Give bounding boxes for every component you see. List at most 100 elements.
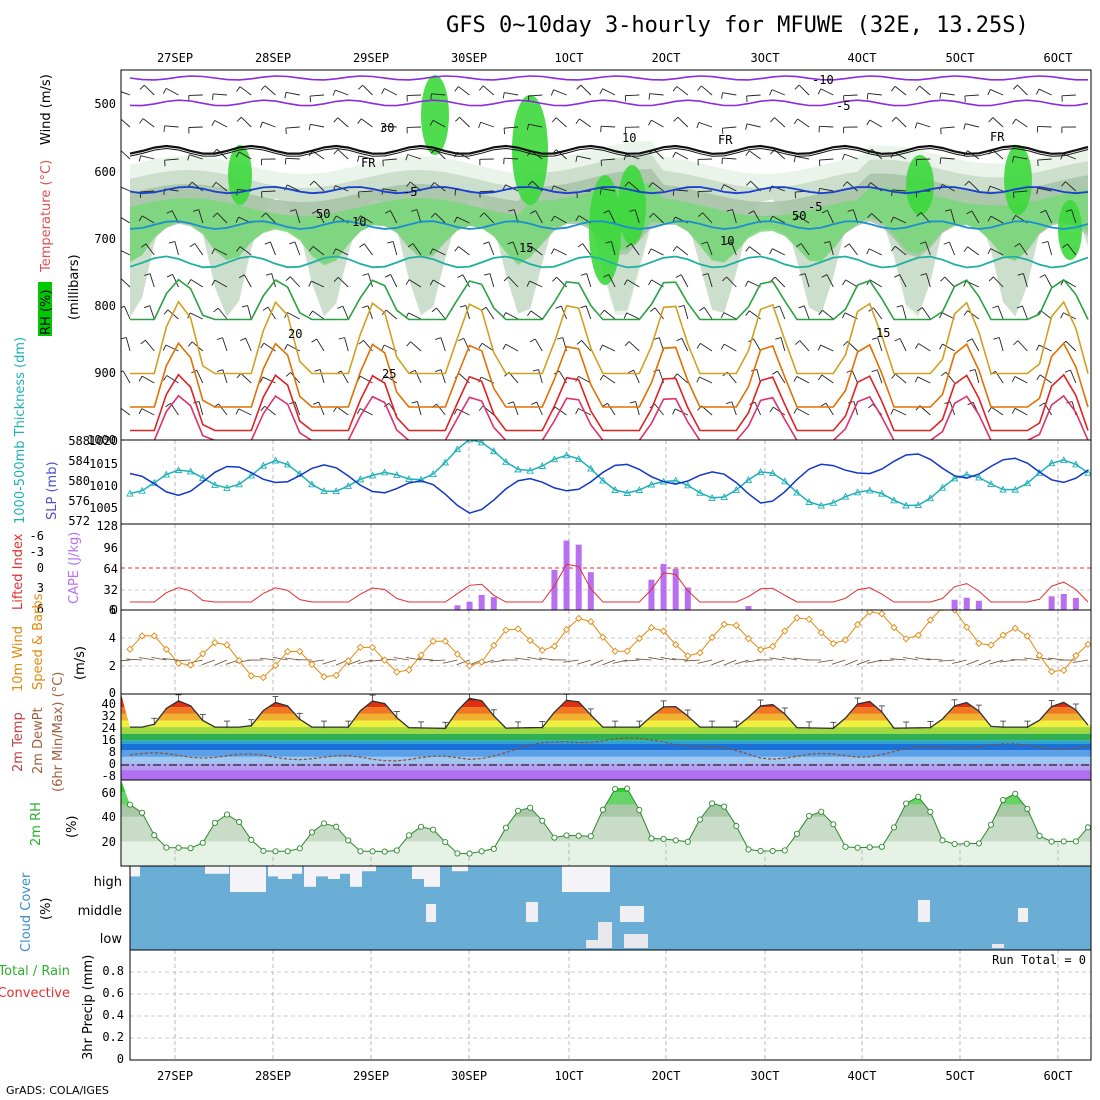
thickness-marker xyxy=(744,475,753,483)
wind-barb-flag xyxy=(385,274,391,278)
wind10-barb xyxy=(602,659,616,666)
ylabel-cape: CAPE (J/kg) xyxy=(67,532,82,604)
wind-barb-flag xyxy=(527,180,533,186)
wind10-barb xyxy=(442,659,458,664)
wind-barb xyxy=(749,246,761,256)
wind-barb-flag xyxy=(1011,215,1017,221)
wind-barb-flag xyxy=(429,248,434,255)
wind-barb xyxy=(407,154,422,160)
cape-bar xyxy=(466,601,473,610)
wind-barb-flag xyxy=(992,305,999,309)
rh2m-marker xyxy=(612,785,619,792)
wind-barb xyxy=(385,309,398,320)
rh2m-marker xyxy=(442,839,449,846)
wind-barb xyxy=(698,190,713,193)
wind-barb xyxy=(1037,126,1052,128)
wind-barb xyxy=(1015,118,1028,128)
rh2m-marker xyxy=(866,844,873,851)
wind-barb-flag xyxy=(430,182,435,188)
wind-barb-flag xyxy=(969,369,976,372)
thickness-marker xyxy=(902,501,910,509)
wind-barb xyxy=(317,210,325,224)
wind10-barb xyxy=(272,656,288,661)
cape-tick: 128 xyxy=(96,519,118,533)
thickness-marker xyxy=(538,462,547,469)
wind10-marker xyxy=(963,623,971,631)
thickness-marker xyxy=(768,469,777,477)
date-axis-bottom: 27SEP 28SEP 29SEP 30SEP 1OCT 2OCT 3OCT 4… xyxy=(157,1069,1073,1083)
wind-barb xyxy=(311,280,325,288)
wind10-marker xyxy=(405,666,413,674)
wind10-barb xyxy=(322,659,337,665)
rh2m-marker xyxy=(1036,832,1043,839)
thickness-markers xyxy=(126,440,1091,509)
date-label: 28SEP xyxy=(255,51,291,65)
wind-barb-flag xyxy=(987,248,992,255)
wind10-barb xyxy=(527,656,543,661)
wind10-marker xyxy=(647,624,656,632)
wind10-barb xyxy=(121,659,131,662)
wind-barb xyxy=(456,408,470,416)
wind-barb-flag xyxy=(701,241,708,245)
rh2m-marker xyxy=(539,817,546,824)
wind-barb-flag xyxy=(890,408,894,415)
wind-barb-flag xyxy=(116,277,120,281)
wind-barb-flag xyxy=(793,215,798,221)
wind-barb xyxy=(310,94,325,97)
wind-barb xyxy=(601,188,616,192)
wind-tick: 0 xyxy=(109,686,116,700)
wind-barb-flag xyxy=(236,246,241,252)
contour-label: FR xyxy=(718,133,733,147)
wind-barb xyxy=(1037,158,1052,161)
wind-barb-flag xyxy=(627,369,634,374)
wind-barb xyxy=(390,274,398,288)
wind-barb xyxy=(820,88,834,96)
wind-barb-flag xyxy=(455,116,460,122)
contour-label: 15 xyxy=(876,326,890,340)
wind-barb xyxy=(625,94,640,97)
wind-barb xyxy=(777,370,786,384)
thickness-marker xyxy=(320,487,328,495)
wind-barb xyxy=(269,241,276,256)
cape-bar xyxy=(951,599,958,610)
thickness-marker xyxy=(441,458,450,466)
wind10-barb xyxy=(174,659,191,662)
wind-barb-flag xyxy=(430,212,436,218)
wind-barb xyxy=(602,88,616,96)
wind10-marker xyxy=(199,650,207,658)
cape-panel: -6 -3 0 3 6 128 96 64 32 0 Lifted Index … xyxy=(11,519,1092,617)
wind-barb xyxy=(191,181,204,192)
wind-barb xyxy=(318,401,325,416)
wind-barb-flag xyxy=(988,117,994,123)
wind-barb-flag xyxy=(143,305,150,309)
wind-barb xyxy=(799,340,810,352)
contour-label: 50 xyxy=(792,209,806,223)
wind-barb-flag xyxy=(362,273,369,276)
wind-barb xyxy=(481,342,495,352)
wind-barb-flag xyxy=(944,209,951,212)
rh2m-marker xyxy=(769,847,776,854)
wind-barb-flag xyxy=(867,403,874,409)
wind-barb-flag xyxy=(987,186,991,192)
wind-barb xyxy=(222,337,228,352)
cape-tick: 0 xyxy=(111,603,118,617)
cape-bar xyxy=(454,605,461,610)
wind10-barb xyxy=(890,658,907,661)
wind-barb xyxy=(607,402,616,416)
wind-barb xyxy=(336,406,349,416)
wind-barb xyxy=(945,371,955,384)
contour-label: FR xyxy=(990,130,1005,144)
wind-barb xyxy=(746,123,761,128)
wind-barb-flag xyxy=(649,212,654,218)
wind-barb-flag xyxy=(357,215,361,222)
wind-barb-flag xyxy=(138,408,143,415)
wind-barb xyxy=(432,279,446,288)
thickness-marker xyxy=(344,481,353,489)
wind-barb-flag xyxy=(552,276,557,282)
wind-barb xyxy=(530,246,543,256)
temp-contour xyxy=(129,75,1088,81)
cloud-block-high xyxy=(205,866,229,874)
rh2m-marker xyxy=(333,823,340,830)
thickness-marker xyxy=(356,475,365,483)
wind-barb xyxy=(730,241,737,256)
